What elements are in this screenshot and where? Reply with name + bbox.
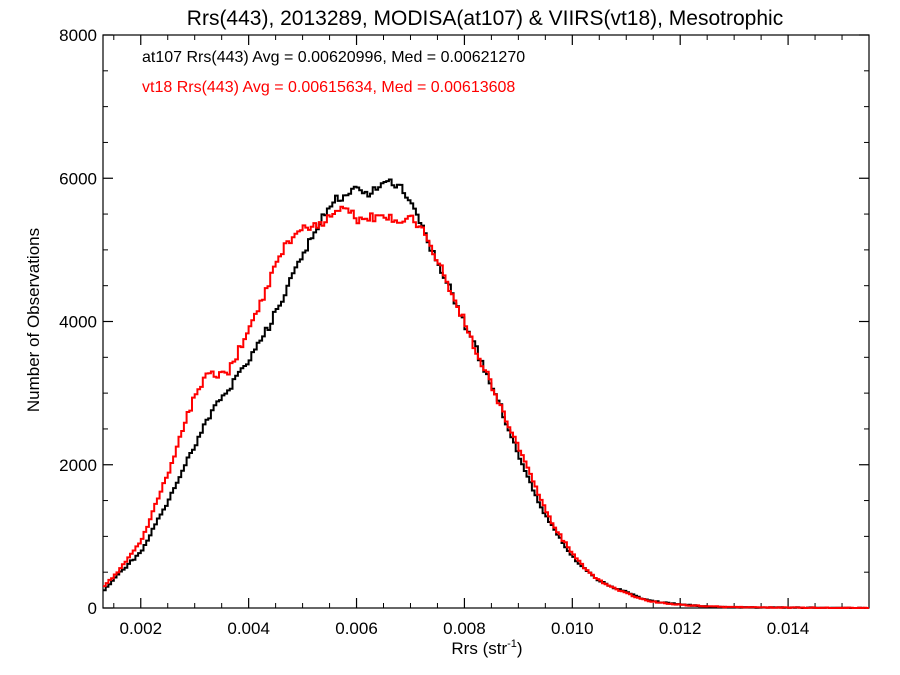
x-tick-label: 0.010 — [551, 619, 594, 638]
plot-frame — [102, 34, 870, 609]
x-tick-label: 0.008 — [443, 619, 486, 638]
x-axis: 0.002 0.004 0.006 0.008 0.010 0.012 0.014 — [113, 35, 843, 638]
annotation-at107: at107 Rrs(443) Avg = 0.00620996, Med = 0… — [142, 49, 525, 66]
y-tick-label: 2000 — [59, 456, 97, 475]
y-tick-label: 6000 — [59, 169, 97, 188]
x-tick-label: 0.006 — [335, 619, 378, 638]
series-line-1 — [103, 205, 869, 609]
y-axis: 0 2000 4000 6000 8000 — [59, 26, 869, 618]
x-axis-label-suffix: ) — [517, 639, 523, 658]
x-tick-label: 0.004 — [227, 619, 270, 638]
y-axis-label: Number of Observations — [24, 228, 43, 412]
y-tick-label: 4000 — [59, 313, 97, 332]
series-line-0 — [103, 178, 869, 609]
x-axis-label-main: Rrs (str — [451, 639, 507, 658]
y-tick-label: 8000 — [59, 26, 97, 45]
x-tick-label: 0.012 — [659, 619, 702, 638]
annotation-vt18: vt18 Rrs(443) Avg = 0.00615634, Med = 0.… — [142, 79, 515, 96]
chart-title: Rrs(443), 2013289, MODISA(at107) & VIIRS… — [187, 7, 783, 30]
x-tick-label: 0.014 — [767, 619, 810, 638]
y-tick-label: 0 — [88, 599, 97, 618]
series-layer — [103, 178, 869, 609]
x-tick-label: 0.002 — [119, 619, 162, 638]
x-axis-label-superscript: -1 — [507, 638, 517, 650]
x-axis-label: Rrs (str-1) — [451, 638, 522, 658]
